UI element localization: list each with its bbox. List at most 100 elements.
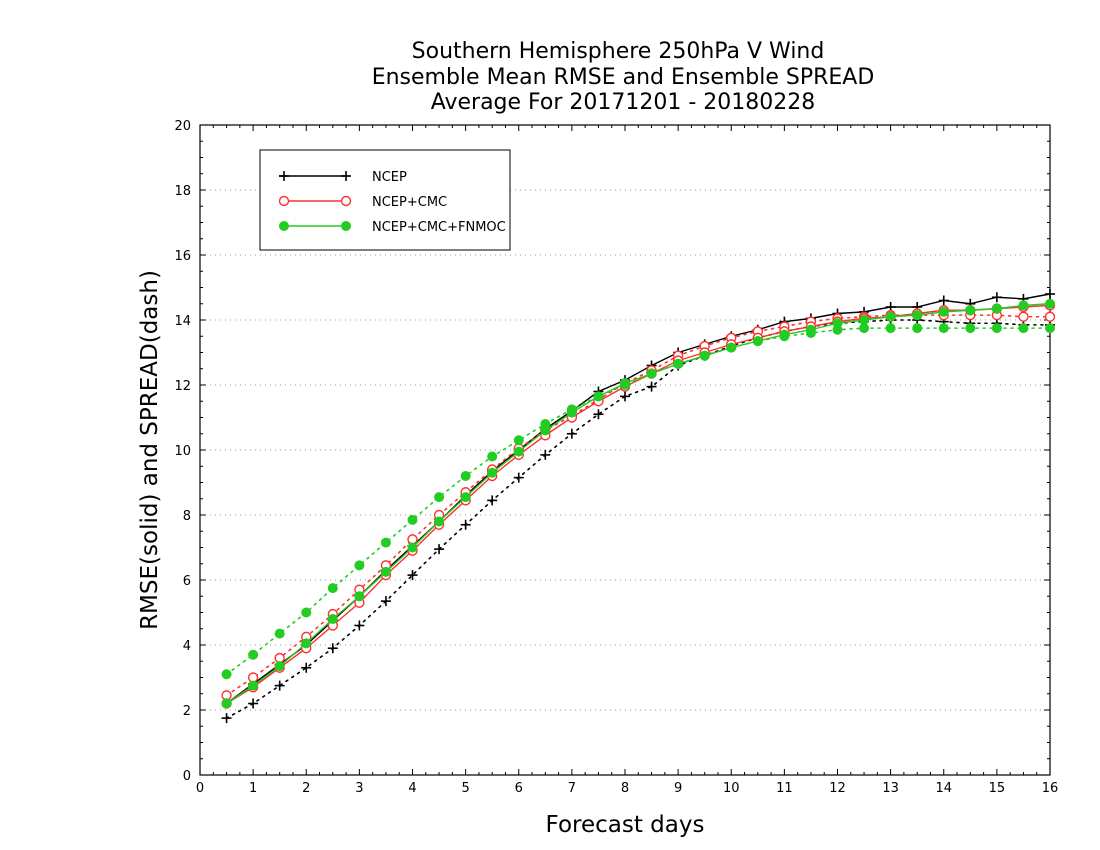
y-tick-label: 0 bbox=[183, 769, 191, 784]
spread-point-ncep-cmc-fnmoc bbox=[965, 323, 976, 334]
y-tick-label: 14 bbox=[174, 314, 191, 329]
spread-point-ncep bbox=[620, 391, 630, 402]
rmse-point-ncep-cmc-fnmoc bbox=[380, 566, 391, 577]
rmse-point-ncep-cmc-fnmoc bbox=[885, 311, 896, 322]
y-tick-label: 8 bbox=[183, 509, 191, 524]
x-tick-label: 12 bbox=[829, 781, 846, 796]
rmse-point-ncep-cmc-fnmoc bbox=[752, 336, 763, 347]
rmse-point-ncep-cmc-fnmoc bbox=[938, 306, 949, 317]
rmse-point-ncep-cmc-fnmoc bbox=[327, 614, 338, 624]
spread-point-ncep-cmc-fnmoc bbox=[301, 607, 312, 618]
title-line-3: Average For 20171201 - 20180228 bbox=[431, 90, 816, 115]
legend-marker bbox=[340, 195, 352, 207]
spread-point-ncep-cmc-fnmoc bbox=[274, 628, 285, 639]
rmse-point-ncep-cmc-fnmoc bbox=[620, 378, 630, 389]
x-axis-label: Forecast days bbox=[546, 812, 705, 838]
spread-point-ncep-cmc-fnmoc bbox=[221, 669, 232, 680]
spread-point-ncep-cmc-fnmoc bbox=[327, 583, 338, 594]
spread-point-ncep-cmc-fnmoc bbox=[1018, 323, 1029, 334]
x-tick-label: 11 bbox=[776, 781, 793, 796]
x-tick-label: 5 bbox=[461, 781, 469, 796]
spread-point-ncep-cmc-fnmoc bbox=[912, 323, 923, 334]
spread-point-ncep-cmc-fnmoc bbox=[434, 492, 445, 503]
legend-marker bbox=[279, 171, 289, 181]
x-tick-label: 15 bbox=[989, 781, 1006, 796]
spread-point-ncep bbox=[566, 428, 577, 439]
y-tick-label: 18 bbox=[174, 184, 191, 199]
spread-point-ncep bbox=[274, 680, 285, 691]
rmse-point-ncep-cmc-fnmoc bbox=[1018, 300, 1029, 311]
x-tick-label: 1 bbox=[249, 781, 257, 796]
rmse-point-ncep-cmc-fnmoc bbox=[699, 350, 710, 361]
rmse-point-ncep-cmc-fnmoc bbox=[487, 467, 498, 478]
spread-point-ncep bbox=[460, 519, 471, 530]
rmse-point-ncep-cmc-fnmoc bbox=[354, 591, 365, 602]
rmse-line-ncep-cmc-fnmoc bbox=[226, 303, 1051, 705]
legend-box bbox=[259, 149, 511, 251]
y-tick-label: 4 bbox=[183, 639, 191, 654]
spread-point-ncep-cmc-fnmoc bbox=[991, 323, 1002, 334]
rmse-point-ncep-cmc-fnmoc bbox=[805, 324, 816, 335]
rmse-point-ncep bbox=[1045, 289, 1055, 299]
rmse-point-ncep-cmc-fnmoc bbox=[513, 446, 524, 457]
spread-point-ncep bbox=[354, 620, 365, 631]
x-tick-label: 10 bbox=[723, 781, 740, 796]
spread-point-ncep-cmc bbox=[1044, 311, 1056, 322]
legend-marker bbox=[341, 171, 351, 181]
rmse-point-ncep-cmc-fnmoc bbox=[434, 516, 445, 527]
rmse-point-ncep-cmc-fnmoc bbox=[540, 425, 551, 436]
y-tick-label: 6 bbox=[183, 574, 191, 589]
rmse-point-ncep-cmc-fnmoc bbox=[248, 680, 259, 691]
rmse-point-ncep-cmc-fnmoc bbox=[1045, 298, 1055, 309]
y-axis-label: RMSE(solid) and SPREAD(dash) bbox=[137, 270, 163, 630]
rmse-line-ncep bbox=[226, 293, 1051, 705]
spread-line-ncep bbox=[225, 319, 1051, 719]
y-tick-label: 10 bbox=[174, 444, 191, 459]
legend: NCEP NCEP+CMC NCEP+CMC+FNMOC bbox=[259, 149, 511, 251]
spread-point-ncep-cmc-fnmoc bbox=[1045, 323, 1055, 334]
rmse-point-ncep-cmc-fnmoc bbox=[593, 391, 604, 402]
rmse-point-ncep-cmc-fnmoc bbox=[566, 407, 577, 418]
y-tick-label: 20 bbox=[174, 119, 191, 134]
rmse-point-ncep-cmc-fnmoc bbox=[274, 661, 285, 672]
legend-marker bbox=[341, 221, 351, 231]
x-tick-label: 8 bbox=[621, 781, 629, 796]
spread-point-ncep-cmc-fnmoc bbox=[513, 435, 524, 446]
spread-point-ncep-cmc-fnmoc bbox=[354, 560, 365, 571]
spread-point-ncep bbox=[646, 381, 657, 392]
x-tick-label: 14 bbox=[935, 781, 952, 796]
rmse-point-ncep-cmc-fnmoc bbox=[912, 310, 923, 321]
chart-title: Southern Hemisphere 250hPa V Wind Ensemb… bbox=[372, 39, 875, 115]
y-tick-label: 12 bbox=[174, 379, 191, 394]
spread-point-ncep bbox=[248, 698, 259, 709]
spread-point-ncep bbox=[380, 596, 391, 607]
legend-label: NCEP bbox=[372, 170, 407, 185]
spread-point-ncep-cmc-fnmoc bbox=[938, 323, 949, 334]
spread-point-ncep-cmc-fnmoc bbox=[859, 323, 870, 334]
spread-point-ncep-cmc bbox=[1018, 311, 1029, 322]
grid-lines bbox=[200, 189, 1050, 711]
rmse-point-ncep-cmc-fnmoc bbox=[859, 315, 870, 325]
rmse-point-ncep-cmc-fnmoc bbox=[407, 542, 418, 553]
axes: 0 1 2 3 4 5 6 7 8 9 10 11 12 13 14 15 160246810121416182… bbox=[174, 119, 1058, 796]
y-tick-label: 16 bbox=[174, 249, 191, 264]
spread-point-ncep-cmc-fnmoc bbox=[380, 537, 391, 548]
rmse-point-ncep-cmc-fnmoc bbox=[221, 698, 232, 709]
x-tick-label: 16 bbox=[1042, 781, 1059, 796]
series-layer bbox=[221, 289, 1056, 724]
x-tick-label: 7 bbox=[568, 781, 576, 796]
spread-point-ncep-cmc-fnmoc bbox=[248, 649, 259, 660]
x-tick-label: 3 bbox=[355, 781, 363, 796]
spread-point-ncep bbox=[301, 662, 312, 673]
legend-label: NCEP+CMC bbox=[372, 195, 447, 210]
rmse-point-ncep-cmc-fnmoc bbox=[673, 358, 684, 369]
rmse-point-ncep-cmc-fnmoc bbox=[460, 492, 471, 503]
spread-point-ncep-cmc-fnmoc bbox=[407, 514, 418, 525]
x-tick-label: 13 bbox=[882, 781, 899, 796]
spread-point-ncep bbox=[513, 472, 524, 483]
y-tick-label: 2 bbox=[183, 704, 191, 719]
rmse-point-ncep bbox=[991, 292, 1002, 303]
spread-point-ncep-cmc-fnmoc bbox=[885, 323, 896, 334]
spread-point-ncep bbox=[434, 544, 445, 555]
